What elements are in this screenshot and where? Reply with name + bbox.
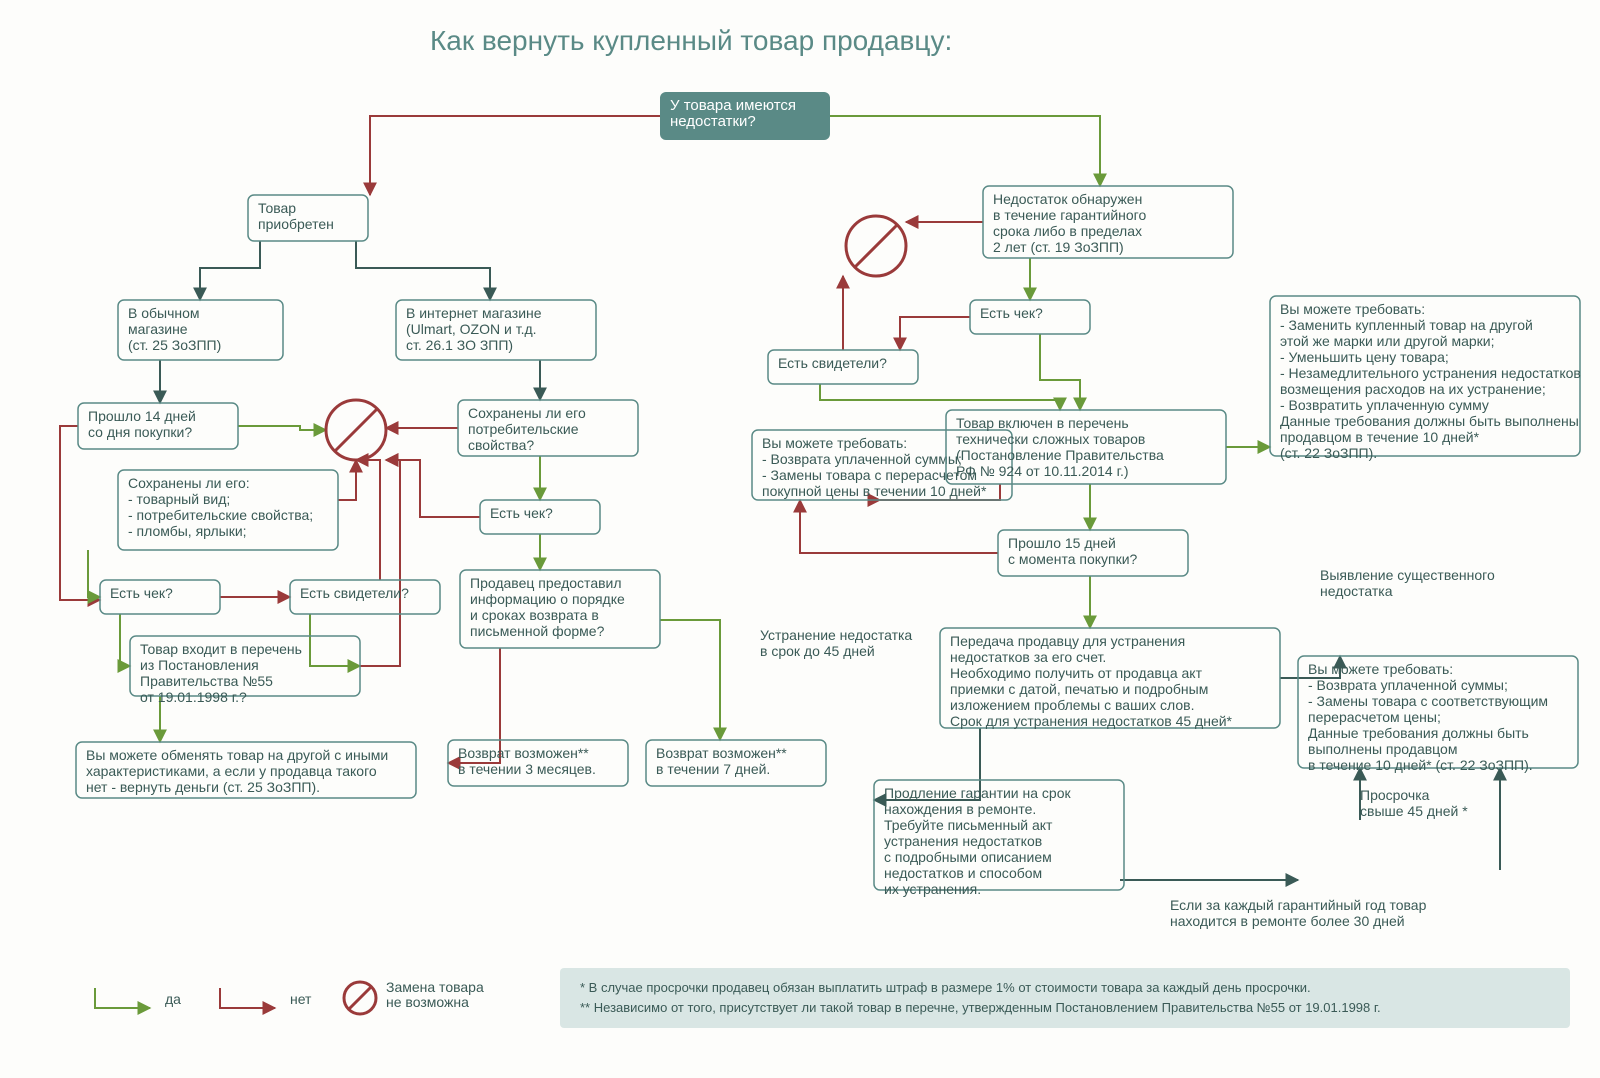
edge-e1 — [830, 116, 1100, 186]
node-n9: Вы можете обменять товар на другой с ины… — [76, 742, 416, 798]
node-n24: Вы можете требовать:- Возврата уплаченно… — [1298, 656, 1578, 773]
svg-text:Вы можете требовать:- Возврата: Вы можете требовать:- Возврата уплаченно… — [762, 435, 987, 499]
label-30days: Если за каждый гарантийный год товарнахо… — [1170, 897, 1427, 929]
svg-text:Есть чек?: Есть чек? — [110, 585, 173, 601]
edge-e21 — [660, 620, 720, 740]
svg-text:Недостаток обнаруженв течение: Недостаток обнаруженв течение гарантийно… — [993, 191, 1146, 255]
svg-text:В интернет магазине(Ulmart, OZ: В интернет магазине(Ulmart, OZON и т.д.с… — [406, 305, 542, 353]
flowchart-canvas: Как вернуть купленный товар продавцу: У … — [0, 0, 1600, 1078]
page-title: Как вернуть купленный товар продавцу: — [430, 25, 952, 56]
svg-text:Прошло 14 днейсо дня покупки?: Прошло 14 днейсо дня покупки? — [88, 408, 196, 440]
footnote-2: ** Независимо от того, присутствует ли т… — [580, 1000, 1381, 1015]
svg-text:В обычноммагазине(ст. 25 ЗоЗПП: В обычноммагазине(ст. 25 ЗоЗПП) — [128, 305, 221, 353]
node-n19: Товар включен в переченьтехнически сложн… — [946, 410, 1226, 484]
edge-e8 — [338, 460, 356, 500]
node-n16: Есть чек? — [970, 300, 1090, 334]
node-n3: В интернет магазине(Ulmart, OZON и т.д.с… — [396, 300, 596, 360]
node-n5: Сохранены ли его:- товарный вид;- потреб… — [118, 470, 338, 550]
legend-prohibit: Замена товаране возможна — [386, 979, 484, 1010]
node-n4: Прошло 14 днейсо дня покупки? — [78, 403, 238, 449]
svg-text:Сохранены ли его:- товарный ви: Сохранены ли его:- товарный вид;- потреб… — [128, 475, 313, 539]
svg-text:Вы можете требовать:- Возврата: Вы можете требовать:- Возврата уплаченно… — [1308, 661, 1548, 773]
svg-text:Вы можете обменять товар на др: Вы можете обменять товар на другой с ины… — [86, 747, 388, 795]
svg-text:Продавец предоставилинформацию: Продавец предоставилинформацию о порядке… — [470, 575, 625, 639]
svg-text:Есть чек?: Есть чек? — [490, 505, 553, 521]
node-n15: Недостаток обнаруженв течение гарантийно… — [983, 186, 1233, 258]
edge-e24 — [900, 317, 970, 350]
edge-e25 — [1040, 334, 1080, 410]
label-major-defect: Выявление существенногонедостатка — [1320, 567, 1495, 599]
svg-text:Вы можете требовать:- Заменить: Вы можете требовать:- Заменить купленный… — [1280, 301, 1581, 461]
svg-text:Есть свидетели?: Есть свидетели? — [778, 355, 887, 371]
node-n6: Есть чек? — [100, 580, 220, 614]
legend: да нет Замена товаране возможна * В случ… — [70, 968, 1570, 1028]
edge-e3 — [356, 241, 490, 300]
svg-text:Есть свидетели?: Есть свидетели? — [300, 585, 409, 601]
svg-text:Товар включен в переченьтехнич: Товар включен в переченьтехнически сложн… — [956, 415, 1164, 479]
edge-e2 — [200, 241, 260, 300]
node-n21: Прошло 15 днейс момента покупки? — [998, 530, 1188, 576]
node-n14: Возврат возможен**в течении 7 дней. — [646, 740, 826, 786]
node-n10: Сохранены ли егопотребительскиесвойства? — [458, 400, 638, 456]
edge-e5 — [60, 426, 100, 600]
edge-e11 — [310, 614, 360, 666]
prohibit-p2 — [846, 216, 906, 276]
svg-text:Возврат возможен**в течении 3: Возврат возможен**в течении 3 месяцев. — [458, 745, 596, 777]
node-n23: Продление гарантии на срокнахождения в р… — [874, 780, 1124, 897]
node-n11: Есть чек? — [480, 500, 600, 534]
footnote-1: * В случае просрочки продавец обязан вып… — [580, 980, 1311, 995]
svg-text:Передача продавцу для устранен: Передача продавцу для устранениянедостат… — [950, 633, 1233, 729]
node-n12: Продавец предоставилинформацию о порядке… — [460, 570, 660, 648]
legend-yes: да — [165, 991, 181, 1007]
node-n2: В обычноммагазине(ст. 25 ЗоЗПП) — [118, 300, 283, 360]
node-n17: Есть свидетели? — [768, 350, 918, 384]
edge-e9 — [120, 614, 130, 666]
legend-no: нет — [290, 991, 312, 1007]
svg-text:Прошло 15 днейс момента покупк: Прошло 15 днейс момента покупки? — [1008, 535, 1138, 567]
edge-e12 — [356, 460, 380, 580]
node-n20: Вы можете требовать:- Заменить купленный… — [1270, 296, 1581, 461]
node-n22: Передача продавцу для устранениянедостат… — [940, 628, 1280, 729]
label-overdue: Просрочкасвыше 45 дней * — [1360, 787, 1468, 819]
svg-text:Есть чек?: Есть чек? — [980, 305, 1043, 321]
prohibit-p1 — [326, 400, 386, 460]
node-n8: Товар входит в переченьиз ПостановленияП… — [130, 636, 360, 705]
prohibit-icon — [344, 982, 376, 1014]
svg-text:Товарприобретен: Товарприобретен — [258, 200, 334, 232]
edge-e32 — [800, 500, 998, 553]
svg-text:Продление гарантии на срокнахо: Продление гарантии на срокнахождения в р… — [884, 785, 1071, 897]
edge-e26 — [820, 384, 1060, 410]
node-n7: Есть свидетели? — [290, 580, 440, 614]
edge-e0 — [370, 116, 660, 195]
label-fix-45: Устранение недостаткав срок до 45 дней — [760, 627, 912, 659]
svg-text:Сохранены ли егопотребительски: Сохранены ли егопотребительскиесвойства? — [468, 405, 586, 453]
nodes-layer: У товара имеютсянедостатки? Товарприобрет… — [76, 92, 1581, 897]
svg-text:Возврат возможен**в течении 7: Возврат возможен**в течении 7 дней. — [656, 745, 787, 777]
edge-e6 — [238, 426, 326, 430]
edge-e7 — [88, 550, 100, 597]
node-start: У товара имеютсянедостатки? — [660, 92, 830, 140]
node-n13: Возврат возможен**в течении 3 месяцев. — [448, 740, 628, 786]
node-n1: Товарприобретен — [248, 195, 368, 241]
